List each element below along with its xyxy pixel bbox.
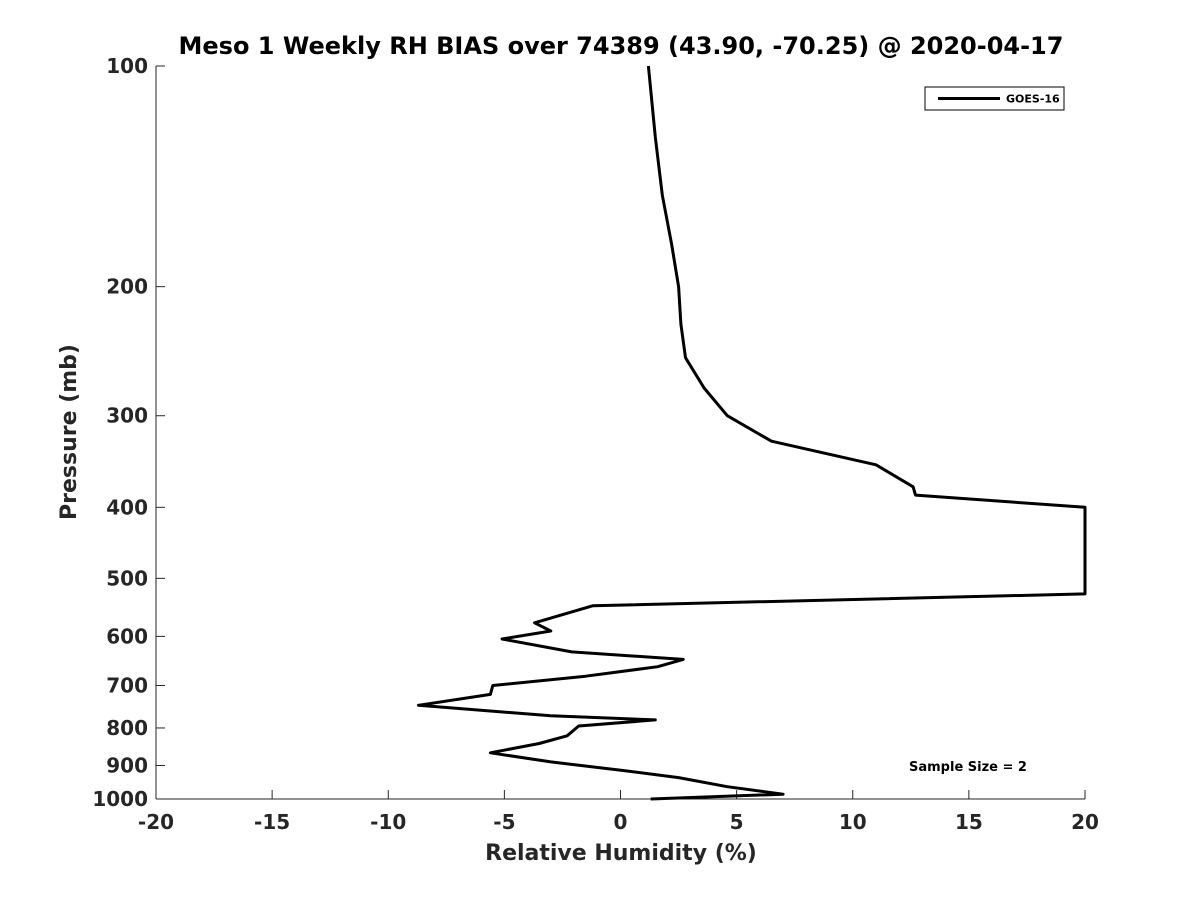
x-tick-label: -15 (254, 810, 290, 834)
legend: GOES-16 (924, 86, 1065, 111)
y-tick-label: 500 (106, 566, 148, 590)
x-tick-label: -10 (370, 810, 406, 834)
y-tick-label: 400 (106, 495, 148, 519)
x-tick-label: -5 (493, 810, 515, 834)
y-tick-label: 600 (106, 624, 148, 648)
x-tick-label: 20 (1071, 810, 1099, 834)
x-axis-ticks: -20 -15 -10 -5 0 5 10 15 20 (138, 790, 1099, 834)
plot-area (155, 66, 1085, 800)
legend-entry-goes-16: GOES-16 (1006, 93, 1060, 106)
y-tick-label: 300 (106, 404, 148, 428)
x-axis-label: Relative Humidity (%) (485, 841, 757, 866)
x-tick-label: 10 (839, 810, 867, 834)
x-tick-label: 15 (955, 810, 983, 834)
y-axis-label: Pressure (mb) (57, 344, 82, 520)
series-line-goes-16 (416, 65, 1087, 801)
y-tick-label: 700 (106, 673, 148, 697)
chart-title: Meso 1 Weekly RH BIAS over 74389 (43.90,… (179, 32, 1064, 60)
series-layer (416, 65, 1087, 801)
sample-size-annotation: Sample Size = 2 (909, 760, 1027, 775)
y-tick-label: 200 (106, 275, 148, 299)
y-tick-label: 800 (106, 716, 148, 740)
y-tick-label: 100 (106, 54, 148, 78)
x-tick-label: 0 (614, 810, 628, 834)
x-tick-label: 5 (730, 810, 744, 834)
y-tick-label: 1000 (92, 787, 148, 811)
y-axis-ticks: 100 200 300 400 500 600 700 800 900 1000 (92, 54, 165, 811)
y-tick-label: 900 (106, 753, 148, 777)
x-tick-label: -20 (138, 810, 174, 834)
